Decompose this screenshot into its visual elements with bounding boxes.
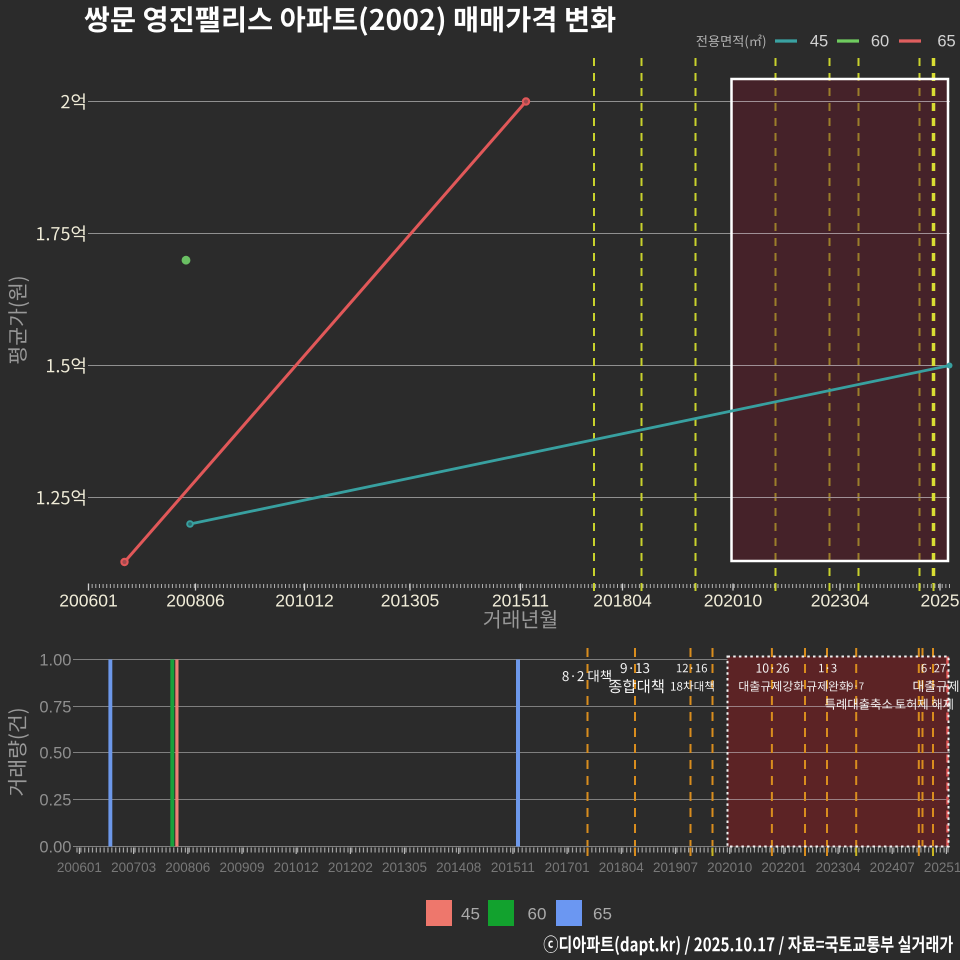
svg-text:0.75: 0.75 [39, 698, 71, 716]
svg-text:201408: 201408 [436, 860, 481, 875]
svg-text:201305: 201305 [381, 591, 439, 611]
svg-text:201907: 201907 [653, 860, 698, 875]
svg-text:0.25: 0.25 [39, 791, 71, 809]
svg-text:201511: 201511 [491, 860, 535, 875]
svg-text:202407: 202407 [870, 860, 915, 875]
svg-text:201012: 201012 [275, 591, 333, 611]
svg-text:200703: 200703 [111, 860, 156, 875]
svg-text:201202: 201202 [328, 860, 373, 875]
svg-text:202510: 202510 [924, 860, 960, 875]
svg-text:202304: 202304 [811, 591, 870, 611]
svg-text:65: 65 [593, 905, 612, 924]
svg-text:200806: 200806 [166, 591, 224, 611]
svg-text:202010: 202010 [707, 860, 752, 875]
svg-text:200909: 200909 [219, 860, 264, 875]
svg-text:45: 45 [461, 905, 480, 924]
svg-text:201305: 201305 [382, 860, 427, 875]
svg-text:202010: 202010 [704, 591, 763, 611]
svg-text:201804: 201804 [599, 860, 645, 875]
svg-text:1.00: 1.00 [39, 651, 71, 669]
svg-text:60: 60 [871, 33, 889, 51]
svg-text:65: 65 [937, 33, 955, 51]
svg-text:45: 45 [810, 33, 828, 51]
svg-text:200806: 200806 [165, 860, 210, 875]
svg-text:200601: 200601 [59, 591, 117, 611]
svg-text:0.00: 0.00 [39, 838, 71, 856]
svg-text:201804: 201804 [593, 591, 652, 611]
svg-text:60: 60 [528, 905, 547, 924]
svg-text:2025: 2025 [921, 591, 960, 611]
svg-text:201701: 201701 [545, 860, 590, 875]
svg-text:200601: 200601 [57, 860, 102, 875]
svg-text:0.50: 0.50 [39, 744, 71, 762]
svg-text:201511: 201511 [492, 591, 549, 611]
svg-text:201012: 201012 [274, 860, 319, 875]
svg-text:202304: 202304 [816, 860, 862, 875]
svg-text:202201: 202201 [761, 860, 806, 875]
